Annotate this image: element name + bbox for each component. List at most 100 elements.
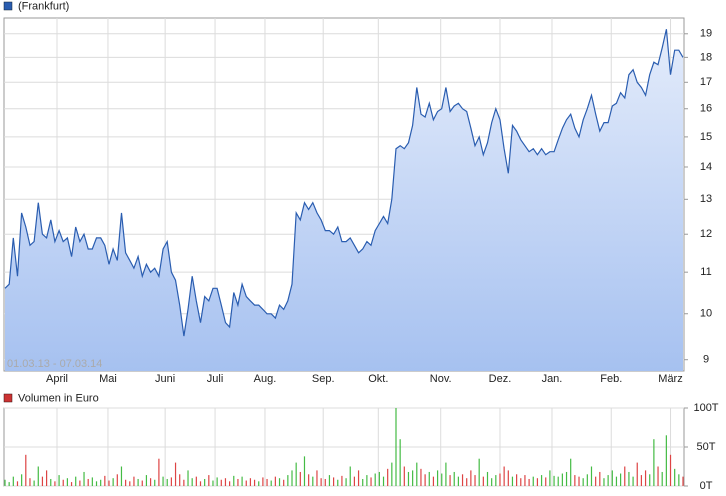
volume-bar [449,475,451,486]
volume-bar [445,462,447,486]
volume-bar [45,470,48,486]
volume-bar [391,462,393,486]
volume-bar [91,477,93,486]
legend-swatch [3,1,13,11]
volume-bar [87,478,89,486]
y-tick-label: 50T [697,441,716,453]
volume-bar [353,476,355,486]
volume-bar [395,408,397,486]
volume-bar [174,462,177,486]
y-tick-label: 11 [700,266,711,278]
y-tick-label: 10 [700,308,712,320]
volume-bar [499,473,501,486]
volume-bar [378,471,380,486]
volume-bar [245,480,247,486]
volume-bar [387,468,389,486]
volume-bar [145,475,148,486]
x-tick-label: Feb. [600,373,622,385]
volume-bar [70,482,73,486]
volume-bar [16,481,19,486]
y-tick-label: 12 [700,228,712,240]
volume-bar [149,478,152,486]
volume-bar [162,476,164,486]
volume-bar [12,476,14,486]
volume-bar [507,470,509,486]
volume-bar [482,476,484,486]
volume-bar [41,476,44,486]
volume-bar [503,466,505,486]
volume-bar [603,478,605,486]
volume-bar [532,476,534,486]
volume-bar [582,478,584,486]
volume-bar [50,478,52,486]
volume-bar [295,462,297,486]
volume-bar [316,470,318,486]
volume-bar [657,466,659,486]
legend-swatch [3,393,13,403]
volume-bar [8,482,10,486]
volume-bar [432,476,435,486]
volume-bar [62,479,64,486]
volume-bar [137,478,139,486]
volume-bar [125,479,127,486]
volume-bar [37,466,39,486]
volume-bar [407,471,410,486]
volume-bar [79,480,81,486]
volume-bar [453,471,455,486]
volume-bar [324,478,326,486]
volume-bar [83,471,85,486]
volume-bar [116,474,118,486]
volume-bar [370,477,372,486]
volume-bar [362,478,364,486]
volume-bar [108,480,110,486]
y-tick-label: 16 [700,103,712,115]
volume-bar [129,481,131,486]
y-tick-label: 0T [700,480,713,492]
x-tick-label: Sep. [312,373,335,385]
volume-bar [66,478,68,486]
volume-bar [170,477,172,486]
x-tick-label: Juli [207,373,224,385]
volume-bar [291,470,293,486]
volume-bar [133,476,135,486]
volume-bar [141,480,143,486]
volume-bar [457,476,459,486]
volume-bar [565,471,568,486]
volume-bar [299,471,301,486]
volume-bar [166,478,168,486]
y-tick-label: 19 [700,28,712,40]
volume-bar [4,479,6,486]
volume-bar [632,476,634,486]
volume-bar [595,476,597,486]
volume-bar [374,473,376,486]
volume-bar [636,462,638,486]
volume-bar [486,471,489,486]
volume-bar [258,481,260,486]
volume-bar [349,466,351,486]
volume-bar [104,475,106,486]
volume-bar [112,478,114,486]
volume-bar [195,476,197,486]
volume-bar [233,475,235,486]
volume-bar [21,474,23,486]
volume-bar [95,481,98,486]
volume-bar [545,477,547,486]
volume-bar [345,478,347,486]
x-tick-label: Okt. [368,373,388,385]
volume-bar [416,462,418,486]
volume-bar [154,479,156,486]
volume-bar [320,478,322,486]
volume-bar [590,466,593,486]
y-tick-label: 18 [700,51,712,63]
volume-bar [25,454,27,486]
volume-bar [183,479,185,486]
volume-bar [287,475,289,486]
volume-bar [436,470,439,486]
date-range: 01.03.13 - 07.03.14 [7,358,102,370]
volume-bar [495,475,497,486]
volume-bar [420,468,422,486]
volume-bar [511,476,514,486]
y-tick-label: 17 [700,76,712,88]
y-tick-label: 100T [693,402,718,414]
